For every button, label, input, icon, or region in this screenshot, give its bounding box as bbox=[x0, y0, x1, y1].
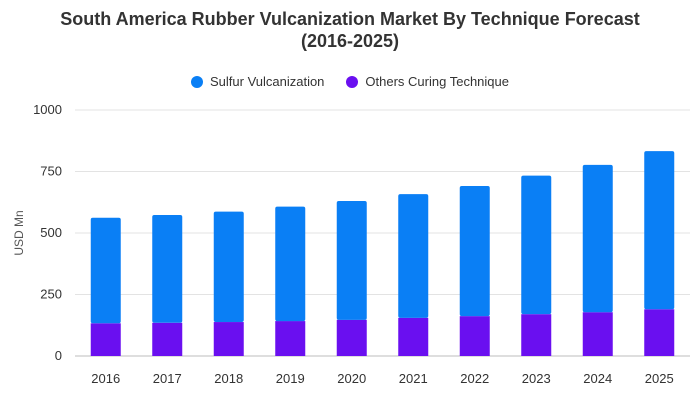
x-tick-label: 2025 bbox=[645, 371, 674, 386]
y-tick-label: 250 bbox=[40, 287, 62, 302]
chart-title-line-1: South America Rubber Vulcanization Marke… bbox=[60, 9, 640, 29]
chart-title: South America Rubber Vulcanization Marke… bbox=[0, 8, 700, 52]
y-axis-label: USD Mn bbox=[12, 210, 26, 255]
x-tick-label: 2024 bbox=[583, 371, 612, 386]
legend-swatch-sulfur bbox=[191, 75, 203, 88]
bar-others-2023[interactable] bbox=[521, 314, 552, 356]
bar-others-2021[interactable] bbox=[398, 317, 429, 356]
x-axis: 2016 2017 2018 2019 2020 2021 2022 2023 2024 2025 bbox=[91, 371, 673, 386]
bar-sulfur-2021[interactable] bbox=[398, 194, 429, 318]
bar-others-2016[interactable] bbox=[90, 323, 121, 356]
bar-sulfur-2018[interactable] bbox=[213, 211, 244, 323]
x-tick-label: 2023 bbox=[522, 371, 551, 386]
x-tick-label: 2018 bbox=[214, 371, 243, 386]
legend-label-sulfur: Sulfur Vulcanization bbox=[210, 74, 325, 89]
legend-label-others: Others Curing Technique bbox=[365, 74, 509, 89]
y-tick-label: 500 bbox=[40, 225, 62, 240]
bar-others-2017[interactable] bbox=[152, 322, 183, 356]
legend: Sulfur Vulcanization Others Curing Techn… bbox=[0, 74, 700, 89]
x-tick-label: 2016 bbox=[91, 371, 120, 386]
bar-sulfur-2017[interactable] bbox=[152, 215, 183, 323]
chart-title-line-2: (2016-2025) bbox=[300, 31, 400, 51]
bar-sulfur-2022[interactable] bbox=[459, 186, 490, 317]
legend-item-sulfur[interactable]: Sulfur Vulcanization bbox=[191, 74, 324, 89]
bar-others-2019[interactable] bbox=[275, 321, 306, 356]
bar-sulfur-2020[interactable] bbox=[336, 201, 367, 320]
y-axis: 0 250 500 750 1000 bbox=[33, 102, 62, 363]
bar-sulfur-2019[interactable] bbox=[275, 206, 306, 322]
bar-others-2022[interactable] bbox=[459, 316, 490, 356]
bar-others-2020[interactable] bbox=[336, 319, 367, 356]
x-tick-label: 2020 bbox=[337, 371, 366, 386]
bar-sulfur-2025[interactable] bbox=[644, 151, 675, 310]
bar-others-2018[interactable] bbox=[213, 322, 244, 356]
x-tick-label: 2019 bbox=[276, 371, 305, 386]
bars bbox=[90, 151, 675, 356]
bar-sulfur-2024[interactable] bbox=[582, 164, 613, 313]
x-tick-label: 2022 bbox=[460, 371, 489, 386]
bar-others-2024[interactable] bbox=[582, 312, 613, 356]
y-tick-label: 1000 bbox=[33, 102, 62, 117]
y-tick-label: 750 bbox=[40, 164, 62, 179]
legend-item-others[interactable]: Others Curing Technique bbox=[346, 74, 509, 89]
legend-swatch-others bbox=[346, 75, 359, 88]
bar-others-2025[interactable] bbox=[644, 309, 675, 356]
y-tick-label: 0 bbox=[55, 348, 62, 363]
bar-sulfur-2016[interactable] bbox=[90, 217, 121, 324]
x-tick-label: 2017 bbox=[153, 371, 182, 386]
bar-sulfur-2023[interactable] bbox=[521, 175, 552, 315]
x-tick-label: 2021 bbox=[399, 371, 428, 386]
